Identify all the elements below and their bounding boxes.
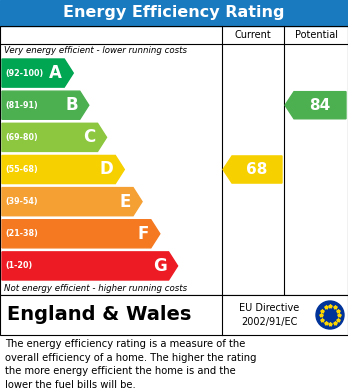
Polygon shape — [2, 91, 89, 119]
Bar — [0, 295, 348, 335]
Text: England & Wales: England & Wales — [7, 305, 191, 325]
Polygon shape — [2, 252, 177, 280]
Text: A: A — [49, 64, 62, 82]
Text: The energy efficiency rating is a measure of the
overall efficiency of a home. T: The energy efficiency rating is a measur… — [5, 339, 256, 390]
Polygon shape — [2, 188, 142, 216]
Text: E: E — [120, 193, 131, 211]
Text: Not energy efficient - higher running costs: Not energy efficient - higher running co… — [4, 284, 187, 293]
Text: (69-80): (69-80) — [5, 133, 38, 142]
Text: C: C — [83, 128, 96, 146]
Text: (81-91): (81-91) — [5, 101, 38, 110]
Text: 84: 84 — [309, 98, 331, 113]
Text: Potential: Potential — [294, 30, 338, 40]
Text: F: F — [137, 225, 149, 243]
Polygon shape — [2, 59, 73, 87]
Text: (39-54): (39-54) — [5, 197, 38, 206]
Polygon shape — [2, 156, 124, 183]
Text: Very energy efficient - lower running costs: Very energy efficient - lower running co… — [4, 46, 187, 55]
Text: (21-38): (21-38) — [5, 229, 38, 238]
Circle shape — [316, 301, 344, 329]
Polygon shape — [2, 123, 106, 151]
Bar — [0, 26, 348, 295]
Text: G: G — [153, 257, 167, 275]
Text: (1-20): (1-20) — [5, 262, 32, 271]
Text: 68: 68 — [246, 162, 268, 177]
Text: EU Directive
2002/91/EC: EU Directive 2002/91/EC — [239, 303, 299, 326]
Polygon shape — [285, 91, 346, 119]
Polygon shape — [2, 220, 160, 248]
Text: (55-68): (55-68) — [5, 165, 38, 174]
Bar — [0, 0, 348, 26]
Text: Energy Efficiency Rating: Energy Efficiency Rating — [63, 5, 285, 20]
Text: Current: Current — [235, 30, 271, 40]
Polygon shape — [223, 156, 282, 183]
Text: (92-100): (92-100) — [5, 68, 43, 77]
Text: B: B — [65, 96, 78, 114]
Text: D: D — [100, 160, 113, 179]
